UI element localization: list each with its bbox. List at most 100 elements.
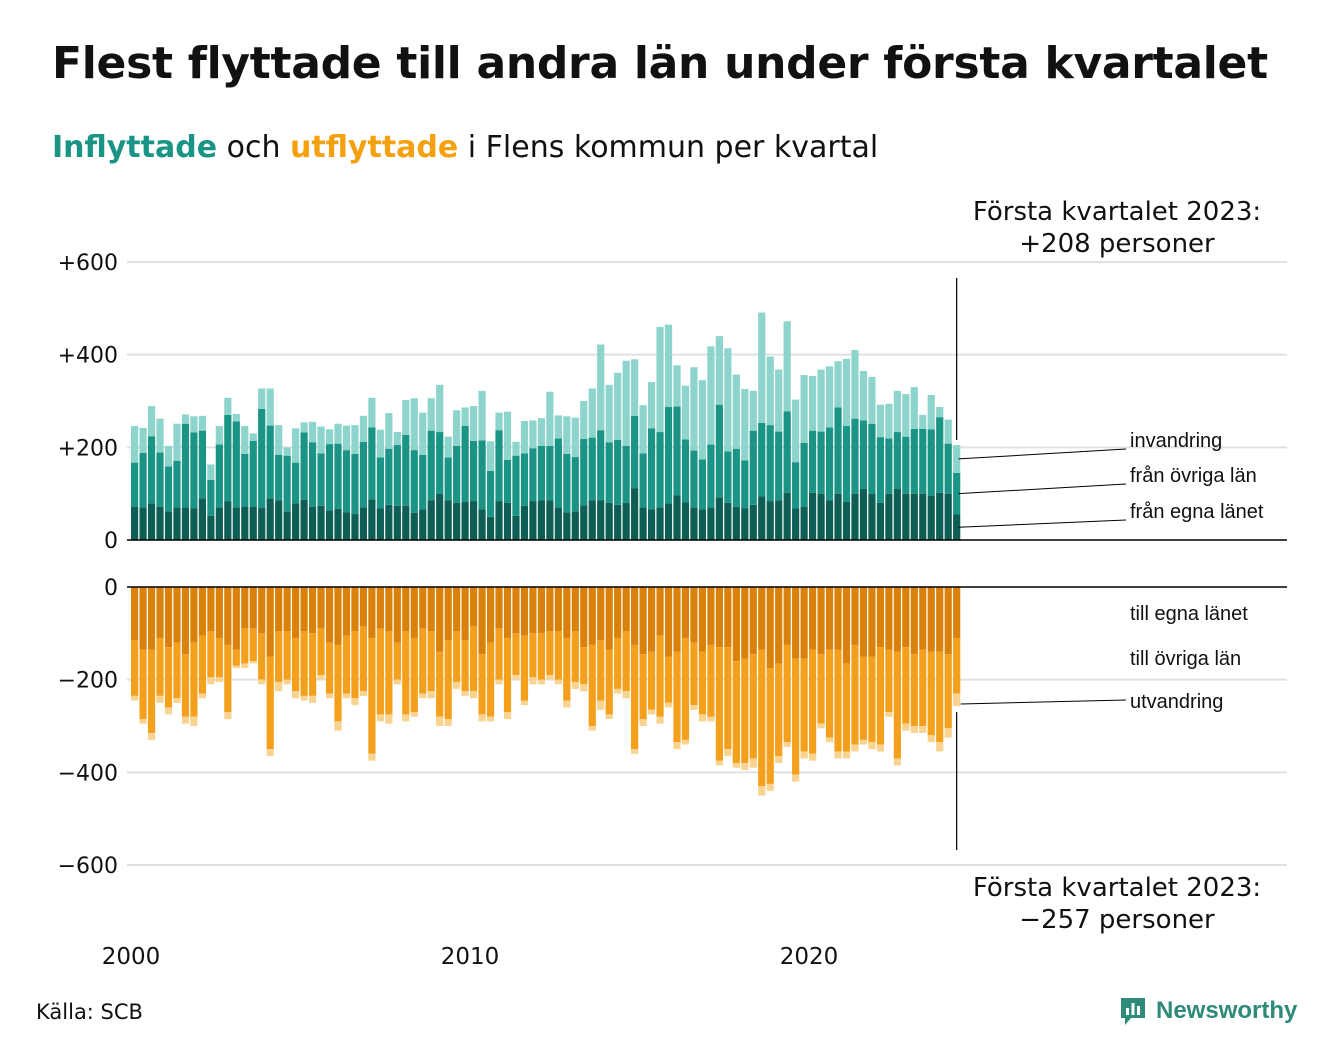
bar-in-other <box>529 448 537 502</box>
bar-in-other <box>444 457 452 501</box>
bar-in-own <box>800 506 808 540</box>
bar-out-other <box>181 654 190 717</box>
annotation-top-line1: Första kvartalet 2023: <box>972 197 1262 227</box>
bar-out-other <box>876 647 884 745</box>
bar-in-immig <box>944 419 952 444</box>
bar-in-own <box>393 505 401 540</box>
bar-in-own <box>308 506 317 540</box>
bar-out-emig <box>792 774 800 782</box>
bar-out-other <box>317 628 325 676</box>
newsworthy-logo[interactable]: Newsworthy <box>1118 995 1297 1027</box>
bar-in-immig <box>681 385 690 440</box>
bar-in-immig <box>546 391 554 446</box>
bar-out-emig <box>724 749 732 757</box>
bar-in-other <box>224 414 232 502</box>
bar-in-own <box>554 507 562 540</box>
y-tick-label-top: 0 <box>104 529 118 554</box>
bar-out-emig <box>224 712 232 720</box>
bar-in-other <box>953 472 961 515</box>
bar-in-other <box>707 444 715 508</box>
bar-in-own <box>139 507 147 540</box>
bar-in-immig <box>588 388 596 438</box>
bar-out-own <box>673 587 681 652</box>
bar-in-own <box>571 511 579 540</box>
bar-out-own <box>376 587 384 629</box>
bar-out-emig <box>910 725 918 733</box>
bar-in-immig <box>410 398 418 451</box>
bar-in-immig <box>317 426 325 454</box>
bar-in-own <box>885 493 893 540</box>
bar-in-own <box>842 502 851 540</box>
bar-in-other <box>664 407 673 504</box>
bar-in-immig <box>368 397 376 428</box>
bar-in-immig <box>919 414 927 429</box>
bar-out-other <box>139 649 147 720</box>
bar-in-own <box>690 507 698 540</box>
bar-out-other <box>249 628 257 662</box>
bar-out-other <box>859 656 868 740</box>
y-tick-label-bottom: −200 <box>58 669 118 694</box>
bar-in-immig <box>749 390 757 431</box>
bar-in-immig <box>893 390 901 433</box>
bar-in-other <box>241 453 249 507</box>
bar-in-other <box>470 440 478 502</box>
bar-out-other <box>334 644 342 722</box>
bar-in-immig <box>825 366 834 428</box>
bar-out-other <box>825 649 834 738</box>
bar-out-other <box>910 654 918 726</box>
bar-in-own <box>580 505 588 540</box>
bar-out-other <box>622 631 630 692</box>
bar-in-immig <box>393 432 401 446</box>
bar-in-immig <box>554 415 562 439</box>
bar-in-own <box>419 509 427 540</box>
bar-in-immig <box>580 401 588 440</box>
bar-out-own <box>512 587 520 634</box>
bar-out-other <box>936 651 944 743</box>
bar-in-other <box>283 455 291 512</box>
bar-out-other <box>427 631 435 692</box>
bar-out-other <box>571 631 579 682</box>
source-note: Källa: SCB <box>36 1000 143 1024</box>
bar-in-other <box>622 445 630 503</box>
bar-out-own <box>809 587 817 650</box>
bar-out-other <box>656 635 664 717</box>
bar-out-emig <box>902 723 910 731</box>
bar-in-own <box>588 500 596 540</box>
bar-in-immig <box>758 312 766 423</box>
bar-out-other <box>563 637 571 701</box>
bar-out-own <box>554 587 562 632</box>
bar-in-own <box>698 509 707 540</box>
bar-out-other <box>173 642 181 699</box>
bar-out-other <box>546 631 554 676</box>
newsworthy-logo-text: Newsworthy <box>1156 997 1298 1024</box>
bar-out-emig <box>258 679 266 685</box>
bar-out-other <box>325 642 334 694</box>
bar-out-other <box>927 651 935 736</box>
annotation-bottom-line1: Första kvartalet 2023: <box>972 873 1262 903</box>
bar-out-other <box>444 640 452 720</box>
bar-out-other <box>749 654 757 759</box>
bar-in-own <box>376 508 384 540</box>
bar-out-own <box>461 587 469 641</box>
bar-out-own <box>232 587 240 650</box>
bar-in-own <box>809 492 817 540</box>
bar-in-immig <box>851 350 859 419</box>
bar-out-emig <box>131 695 139 701</box>
bar-in-other <box>402 434 410 506</box>
bar-out-own <box>953 587 961 638</box>
bar-out-own <box>631 587 639 645</box>
bar-in-own <box>385 504 393 540</box>
bar-out-own <box>215 587 223 638</box>
bar-out-own <box>529 587 537 634</box>
x-tick-label: 2010 <box>441 944 500 970</box>
bar-in-immig <box>563 416 571 454</box>
bar-in-other <box>359 441 368 508</box>
bar-out-other <box>614 637 622 689</box>
bar-out-own <box>690 587 698 643</box>
bar-out-own <box>724 587 732 648</box>
bar-out-other <box>241 628 249 664</box>
bar-out-other <box>190 642 198 717</box>
bar-out-other <box>817 654 825 724</box>
bar-in-other <box>902 436 910 494</box>
bar-out-other <box>690 642 698 706</box>
